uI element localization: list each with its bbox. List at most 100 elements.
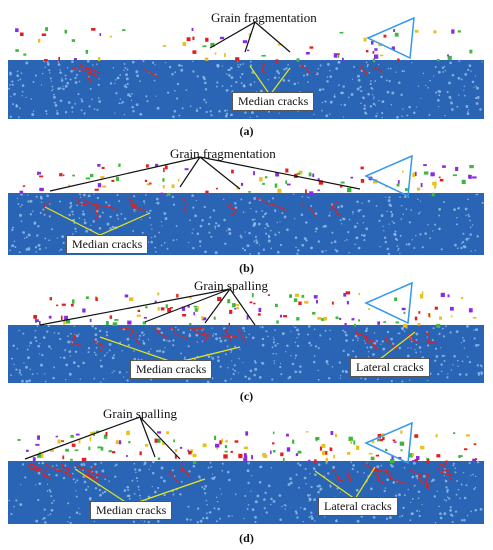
grain-fragment	[285, 168, 289, 173]
leader-line	[379, 331, 416, 360]
crack-path	[364, 463, 390, 475]
grain-fragment	[231, 169, 234, 174]
grain-fragment	[20, 32, 24, 36]
grain-fragment	[63, 320, 66, 325]
grain-fragment	[88, 446, 91, 451]
label-lateral-cracks-c: Lateral cracks	[350, 358, 430, 377]
grain-fragment	[143, 317, 147, 319]
grain-fragment	[126, 430, 130, 436]
leader-line	[249, 65, 271, 96]
grain-fragment	[458, 455, 463, 458]
grain-fragment	[114, 319, 119, 321]
grain-fragment	[15, 49, 19, 52]
grain-fragment	[414, 29, 419, 33]
grain-fragment	[242, 40, 248, 44]
grain-fragment	[298, 170, 303, 175]
grain-fragment	[396, 183, 400, 187]
grain-fragment	[400, 449, 403, 452]
crack-path	[89, 465, 107, 478]
grain-fragment	[187, 305, 190, 308]
grain-fragment	[193, 460, 197, 465]
crack-path	[237, 327, 247, 342]
grain-fragment	[32, 457, 36, 462]
workpiece-block	[8, 461, 484, 524]
crack-path	[409, 469, 429, 487]
grain-fragment	[468, 308, 473, 313]
grain-fragment	[182, 314, 187, 317]
grain-fragment	[295, 453, 299, 456]
grain-fragment	[17, 439, 21, 441]
grain-fragment	[447, 55, 452, 60]
grain-fragment	[351, 318, 355, 321]
grain-fragment	[155, 163, 159, 167]
grain-fragment	[360, 166, 364, 170]
grain-fragment	[315, 437, 320, 440]
grain-fragment	[234, 440, 239, 443]
grain-fragment	[60, 315, 63, 320]
grain-fragment	[374, 48, 378, 51]
grain-fragment	[136, 314, 141, 317]
grain-fragment	[160, 192, 163, 196]
grain-fragment	[223, 454, 228, 459]
grain-fragment	[243, 457, 248, 462]
grain-fragment	[276, 320, 279, 324]
crack-path	[119, 327, 133, 337]
grain-fragment	[236, 306, 239, 310]
crack-path	[439, 463, 451, 475]
grain-fragment	[186, 37, 191, 42]
grain-fragment	[234, 308, 237, 310]
grain-fragment	[272, 450, 276, 453]
grain-fragment	[452, 174, 457, 177]
grain-fragment	[296, 317, 300, 321]
grain-fragment	[292, 439, 295, 444]
grain-fragment	[368, 452, 373, 455]
grain-fragment	[215, 443, 220, 448]
grain-fragment	[296, 58, 300, 62]
grain-fragment	[394, 297, 397, 301]
crack-path	[73, 196, 92, 209]
grain-fragment	[58, 56, 60, 61]
grain-fragment	[391, 46, 395, 51]
grain-fragment	[472, 317, 477, 319]
grain-fragment	[181, 306, 186, 311]
grain-fragment	[392, 439, 396, 442]
crack-path	[27, 465, 50, 481]
grain-fragment	[149, 182, 152, 185]
grain-fragment	[316, 300, 318, 304]
grain-fragment	[219, 36, 225, 40]
label-median-cracks-c: Median cracks	[130, 360, 213, 379]
crack-path	[74, 464, 98, 481]
grain-fragment	[408, 453, 413, 458]
grain-fragment	[50, 449, 54, 452]
crack-path	[332, 469, 344, 482]
grain-fragment	[205, 37, 209, 42]
grain-fragment	[287, 183, 291, 186]
grain-fragment	[37, 453, 41, 458]
grain-fragment	[430, 172, 435, 177]
leader-line	[269, 67, 291, 96]
grain-fragment	[414, 171, 417, 177]
grain-fragment	[127, 320, 132, 325]
grain-fragment	[293, 298, 298, 302]
grain-fragment	[91, 28, 96, 31]
grain-fragment	[224, 450, 228, 453]
grain-fragment	[62, 174, 65, 177]
grain-fragment	[296, 172, 301, 175]
grain-fragment	[251, 293, 254, 298]
grain-fragment	[246, 315, 249, 320]
grain-fragment	[40, 453, 44, 458]
grain-fragment	[277, 188, 282, 193]
grain-fragment	[182, 42, 187, 47]
grain-fragment	[89, 436, 92, 442]
crack-path	[191, 327, 212, 337]
grain-fragment	[272, 442, 275, 445]
grain-fragment	[214, 52, 217, 55]
grain-fragment	[286, 447, 291, 452]
grain-fragment	[238, 453, 243, 459]
grain-fragment	[314, 459, 317, 464]
grain-fragment	[64, 29, 68, 34]
grain-fragment	[423, 164, 427, 167]
grain-fragment	[162, 441, 165, 446]
grain-fragment	[72, 174, 75, 177]
grain-fragment	[128, 441, 131, 444]
